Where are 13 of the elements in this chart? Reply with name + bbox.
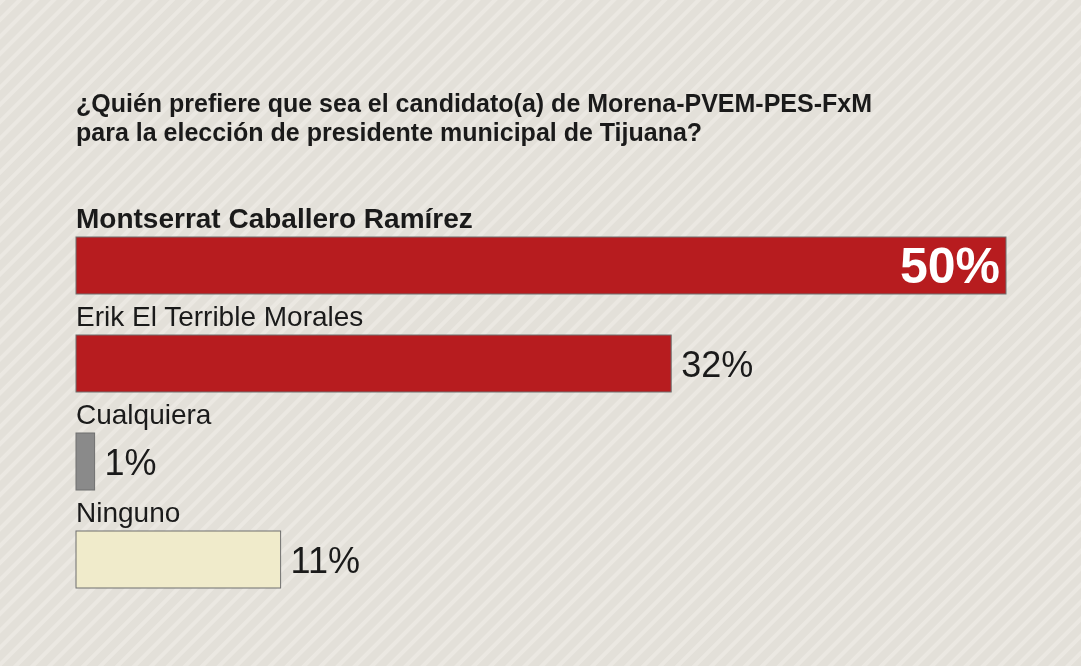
bar bbox=[75, 432, 96, 491]
y-tick-label: Cualquiera bbox=[76, 399, 212, 430]
bar bbox=[75, 530, 282, 589]
data-label: 50% bbox=[899, 237, 1000, 294]
chart-title: ¿Quién prefiere que sea el candidato(a) de Morena-PVEM-PES-FxM para la elección de presidente municipal de Tijuana? bbox=[76, 89, 872, 146]
data-label: 11% bbox=[290, 539, 360, 581]
y-tick-label: Erik El Terrible Morales bbox=[76, 301, 364, 332]
bar bbox=[75, 236, 1007, 295]
y-tick-label: Montserrat Caballero Ramírez bbox=[76, 203, 473, 234]
y-tick-label: Ninguno bbox=[76, 497, 181, 528]
data-label: 1% bbox=[104, 441, 157, 483]
data-label: 32% bbox=[681, 343, 754, 385]
bar bbox=[75, 334, 672, 393]
